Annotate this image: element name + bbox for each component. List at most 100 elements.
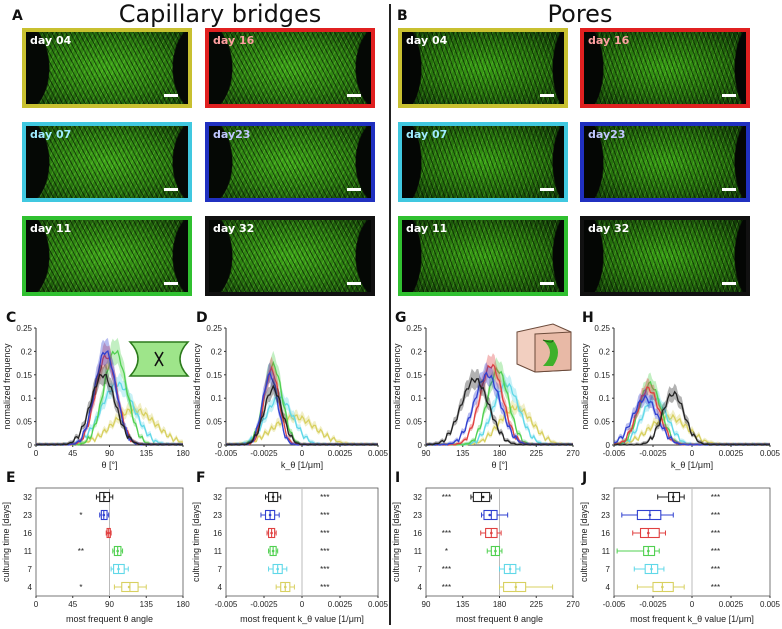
x-tick-label: 45 (68, 600, 77, 609)
tile-cb-day32: day 32 (205, 216, 375, 296)
x-tick-label: 0.005 (368, 600, 389, 609)
mean-marker (514, 585, 518, 589)
significance-marker: *** (320, 511, 329, 520)
mean-marker (268, 513, 272, 517)
x-axis-label: most frequent θ angle (66, 614, 153, 624)
significance-marker: *** (711, 493, 720, 502)
y-axis-label: normalized frequency (192, 343, 202, 430)
row-label: 16 (601, 529, 610, 538)
y-tick-label: 0.1 (599, 394, 611, 403)
x-tick-label: -0.0025 (639, 600, 667, 609)
series-line-day32 (426, 377, 574, 446)
row-label: 16 (213, 529, 222, 538)
y-tick-label: 0.1 (411, 394, 423, 403)
series-band-day11 (614, 372, 770, 445)
row-label: 4 (606, 583, 611, 592)
series-band-day23 (614, 387, 770, 445)
mean-marker (270, 531, 273, 535)
series-band-day04 (614, 409, 770, 445)
row-label: 11 (24, 547, 33, 556)
series-line-day04 (425, 404, 574, 446)
row-label: 32 (413, 493, 422, 502)
mean-marker (481, 495, 485, 499)
tile-pore-day16: day 16 (580, 28, 750, 108)
y-tick-label: 0 (218, 441, 223, 450)
scale-bar (164, 282, 178, 285)
box-16 (639, 527, 660, 539)
capillary-bridge-inset (128, 341, 190, 377)
x-tick-label: 225 (530, 449, 544, 458)
row-label: 7 (418, 565, 423, 574)
row-label: 4 (28, 583, 33, 592)
x-tick-label: 0 (300, 449, 305, 458)
tile-cb-day23: day23 (205, 122, 375, 202)
mean-marker (103, 495, 106, 499)
series-band-day04 (226, 409, 378, 445)
mean-marker (116, 549, 119, 553)
tile-label: day 32 (588, 222, 630, 235)
series-band-day04 (36, 400, 183, 445)
row-label: 32 (23, 493, 32, 502)
row-label: 4 (418, 583, 423, 592)
panel-label-g: G (395, 310, 407, 326)
mean-marker (117, 567, 120, 571)
row-label: 16 (23, 529, 32, 538)
row-label: 23 (601, 511, 610, 520)
x-tick-label: -0.005 (603, 600, 626, 609)
y-tick-label: 0.2 (599, 347, 611, 356)
panel-label-d: D (196, 310, 208, 326)
significance-marker: *** (711, 583, 720, 592)
tile-pore-day04: day 04 (398, 28, 568, 108)
tile-label: day 11 (30, 222, 72, 235)
x-tick-label: 135 (140, 449, 154, 458)
series-line-day32 (614, 390, 771, 446)
pore-inset (516, 323, 572, 373)
y-tick-label: 0.05 (406, 418, 422, 427)
series-band-day07 (614, 388, 770, 445)
x-axis-label: θ [°] (491, 460, 507, 470)
row-label: 7 (218, 565, 223, 574)
significance-marker: * (445, 547, 448, 556)
y-tick-label: 0.05 (206, 418, 222, 427)
y-tick-label: 0.2 (21, 347, 33, 356)
mean-marker (647, 549, 650, 553)
series-line-day07 (225, 394, 379, 446)
series-band-day16 (426, 353, 573, 445)
significance-marker: ** (78, 547, 84, 556)
row-label: 7 (28, 565, 33, 574)
row-label: 23 (23, 511, 32, 520)
x-tick-label: 135 (140, 600, 154, 609)
x-tick-label: -0.005 (603, 449, 626, 458)
y-axis-label: culturing time [days] (1, 502, 11, 582)
x-axis-label: most frequent k_θ value [1/μm] (630, 614, 754, 624)
x-tick-label: -0.005 (215, 449, 238, 458)
tile-pore-day23: day23 (580, 122, 750, 202)
tile-label: day23 (588, 128, 626, 141)
tile-label: day 16 (588, 34, 630, 47)
panel-label-j: J (582, 470, 588, 486)
series-line-day04 (35, 405, 184, 446)
chart-j: -0.005 -0.0025 0 0.0025 0.005 most frequent k… (579, 487, 781, 624)
chart-h: 0 0.05 0.1 0.15 0.2 0.25 -0.005 -0.0025 0 0.0025 0… (580, 324, 781, 470)
row-label: 32 (601, 493, 610, 502)
row-label: 11 (414, 547, 423, 556)
scale-bar (347, 188, 361, 191)
tile-label: day 07 (30, 128, 72, 141)
x-tick-label: 0.005 (368, 449, 389, 458)
mean-marker (648, 513, 652, 517)
significance-marker: *** (320, 583, 329, 592)
x-tick-label: 90 (105, 449, 114, 458)
series-band-day32 (614, 383, 770, 445)
x-tick-label: 180 (176, 449, 190, 458)
tile-label: day 04 (406, 34, 448, 47)
series-band-day16 (36, 342, 183, 445)
significance-marker: *** (711, 547, 720, 556)
y-tick-label: 0.15 (16, 371, 32, 380)
tile-label: day 16 (213, 34, 255, 47)
y-tick-label: 0 (28, 441, 33, 450)
tile-cb-day04: day 04 (22, 28, 192, 108)
x-tick-label: 0 (300, 600, 305, 609)
tile-pore-day07: day 07 (398, 122, 568, 202)
significance-marker: *** (442, 493, 451, 502)
significance-marker: * (79, 583, 82, 592)
